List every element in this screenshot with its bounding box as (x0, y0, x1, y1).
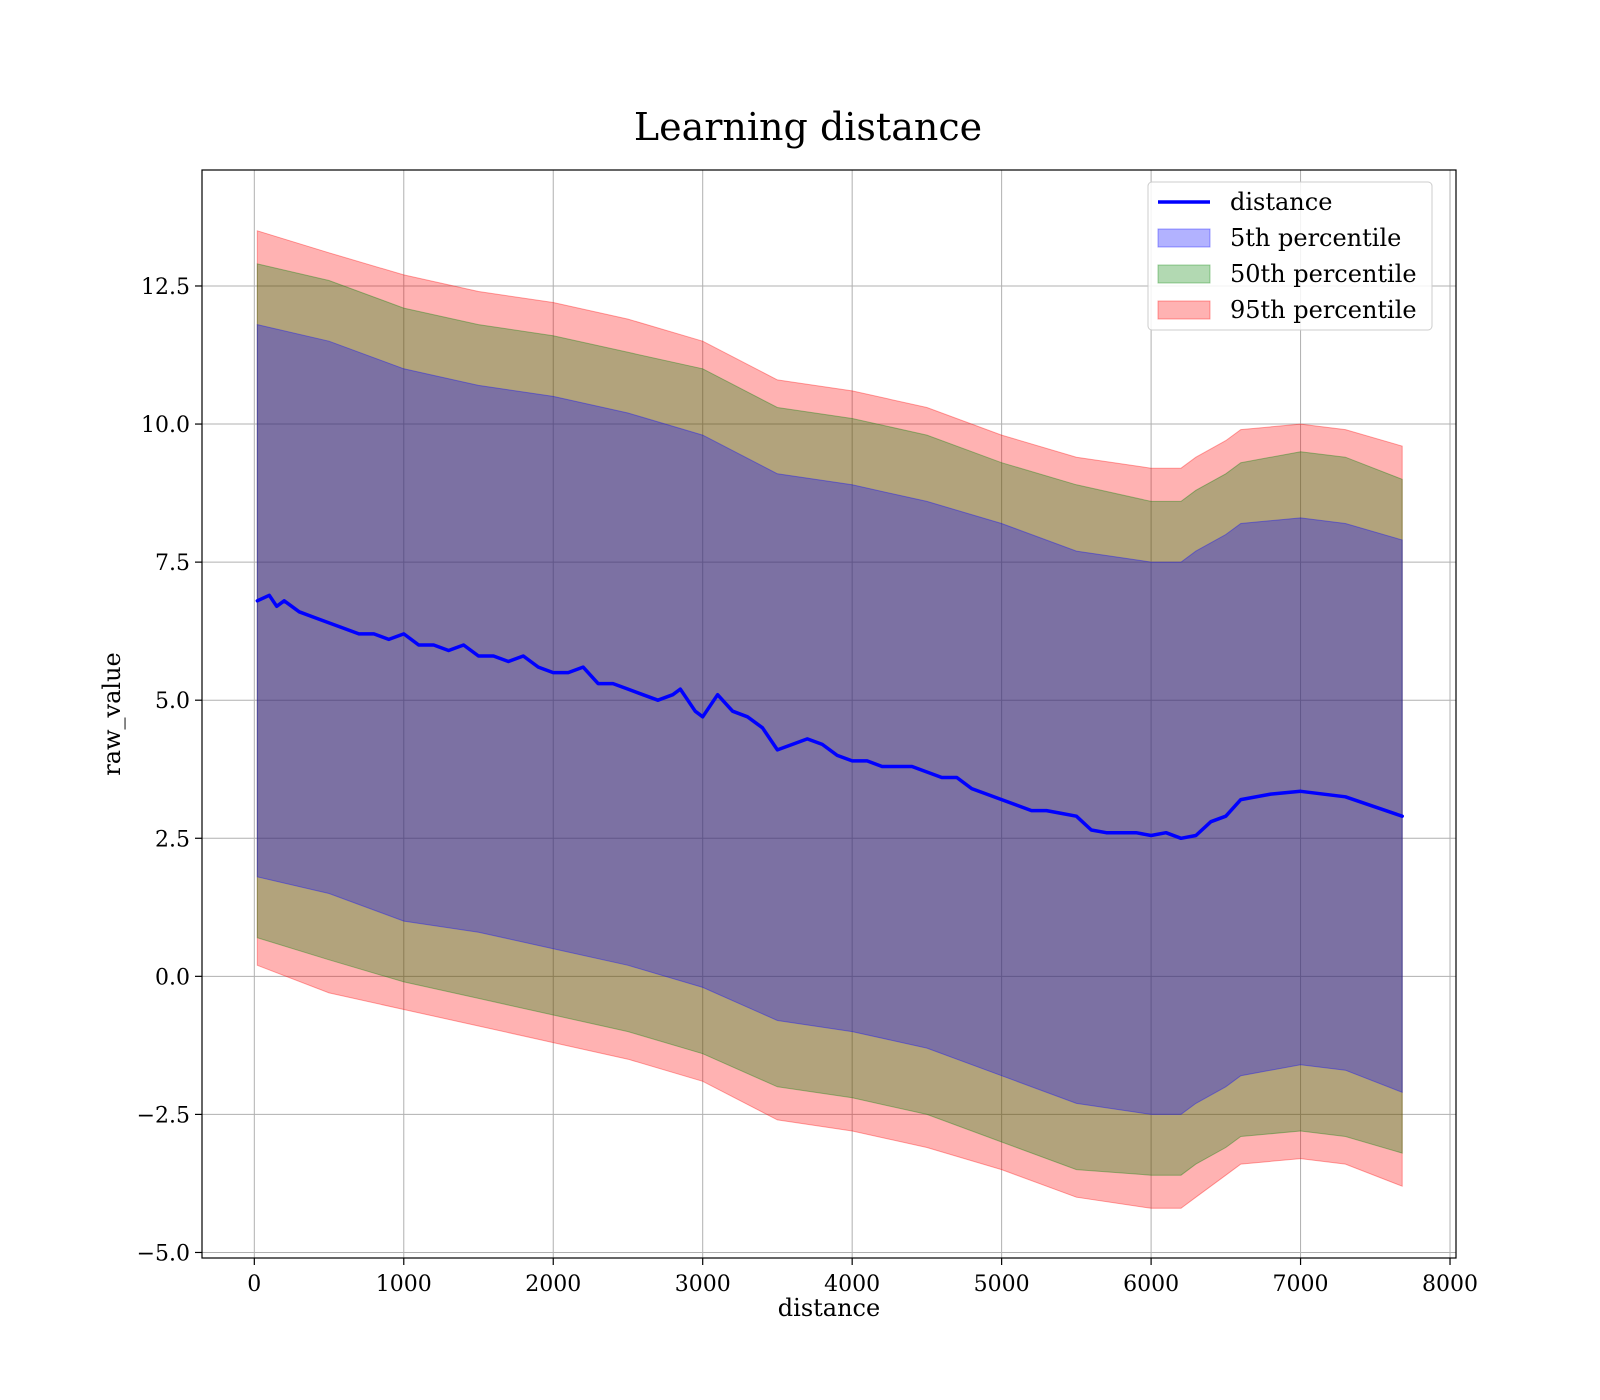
y-tick-label: 0.0 (155, 965, 190, 990)
legend-swatch-band (1157, 300, 1211, 320)
x-tick-label: 8000 (1422, 1272, 1478, 1297)
x-axis-label: distance (778, 1294, 880, 1322)
y-tick-label: 12.5 (141, 275, 190, 300)
x-tick-label: 6000 (1123, 1272, 1179, 1297)
x-tick-label: 0 (247, 1272, 261, 1297)
series-line-distance (255, 593, 1404, 841)
x-tick-label: 7000 (1273, 1272, 1329, 1297)
y-tick-label: 5.0 (155, 689, 190, 714)
legend-label: 50th percentile (1230, 260, 1417, 288)
grid-layer (202, 170, 1456, 1258)
band-layer (256, 230, 1403, 1209)
y-axis-ticks: −5.0 −2.5 0.0 2.5 5.0 7.5 10.0 12.5 (137, 275, 202, 1266)
x-tick-label: 3000 (675, 1272, 731, 1297)
y-tick-label: 7.5 (155, 551, 190, 576)
y-tick-label: 2.5 (155, 827, 190, 852)
band-95th-percentile (256, 230, 1403, 1209)
y-tick-label: −2.5 (137, 1103, 190, 1128)
legend-swatch-band (1157, 264, 1211, 284)
plot-frame (201, 169, 1457, 1259)
x-tick-label: 2000 (525, 1272, 581, 1297)
y-tick-label: −5.0 (137, 1241, 190, 1266)
y-tick-label: 10.0 (141, 413, 190, 438)
legend-label: 5th percentile (1230, 224, 1401, 252)
legend-box (1147, 181, 1433, 331)
legend-swatch-band (1157, 228, 1211, 248)
x-tick-label: 5000 (974, 1272, 1030, 1297)
x-tick-label: 1000 (376, 1272, 432, 1297)
line-layer (255, 593, 1404, 841)
x-tick-label: 4000 (824, 1272, 880, 1297)
y-axis-label: raw_value (98, 652, 126, 776)
chart-title: Learning distance (634, 105, 982, 149)
legend-label: distance (1230, 188, 1332, 216)
x-axis-ticks: 0 1000 2000 3000 4000 5000 6000 7000 8000 (247, 1258, 1478, 1297)
legend-label: 95th percentile (1230, 296, 1417, 324)
band-50th-percentile (256, 263, 1403, 1176)
legend: distance 5th percentile 50th percentile 95t… (1147, 181, 1433, 331)
band-5th-percentile (256, 323, 1403, 1115)
